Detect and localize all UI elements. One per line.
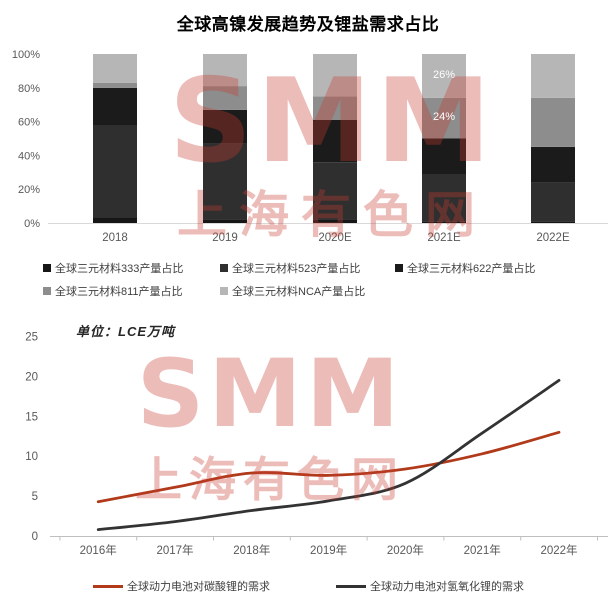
bar-segment — [313, 96, 357, 120]
bar-y-tick-label: 80% — [18, 83, 40, 95]
bar-segment — [531, 54, 575, 98]
page-title: 全球高镍发展趋势及锂盐需求占比 — [176, 15, 440, 34]
bar-legend-item: 全球三元材料811产量占比 — [43, 283, 183, 299]
bar-segment — [93, 125, 137, 218]
legend-square-marker — [220, 264, 228, 272]
bar-y-tick-label: 40% — [18, 150, 40, 162]
legend-square-marker — [43, 264, 51, 272]
legend-square-marker — [395, 264, 403, 272]
legend-label: 全球三元材料NCA产量占比 — [232, 286, 366, 298]
line-y-tick-label: 10 — [25, 451, 38, 463]
line-x-tick-label: 2017年 — [156, 543, 193, 557]
bar-x-tick-label: 2018 — [102, 232, 128, 244]
bar-legend-item: 全球三元材料NCA产量占比 — [220, 283, 365, 299]
bar-legend-item: 全球三元材料523产量占比 — [220, 260, 360, 276]
line-x-tick-label: 2019年 — [310, 543, 347, 557]
bar-x-tick-label: 2020E — [318, 232, 352, 244]
line-x-tick-label: 2021年 — [464, 543, 501, 557]
line-legend-item: 全球动力电池对碳酸锂的需求 — [93, 578, 270, 594]
bar-legend-item: 全球三元材料333产量占比 — [43, 260, 183, 276]
bar-segment — [531, 97, 575, 147]
legend-line-marker — [336, 584, 366, 588]
bar-y-tick-label: 100% — [12, 49, 40, 61]
bar-segment — [313, 54, 357, 97]
legend-label: 全球动力电池对氢氧化锂的需求 — [370, 581, 524, 593]
bar-segment — [531, 146, 575, 183]
bar-y-tick-label: 20% — [18, 184, 40, 196]
legend-label: 全球动力电池对碳酸锂的需求 — [127, 581, 270, 593]
line-x-tick-label: 2022年 — [540, 543, 577, 557]
line-series — [96, 379, 561, 531]
legend-line-marker — [93, 584, 123, 588]
line-y-tick-label: 15 — [25, 411, 38, 423]
bar-x-tick-label: 2019 — [212, 232, 238, 244]
bar-y-tick-label: 0% — [24, 218, 40, 230]
bar-segment — [93, 54, 137, 83]
bar-segment — [422, 54, 466, 98]
line-series — [96, 430, 561, 504]
bar-segment — [531, 221, 575, 223]
bar-segment — [93, 82, 137, 88]
line-y-tick-label: 25 — [25, 332, 38, 344]
bar-segment — [422, 97, 466, 139]
bar-legend-item: 全球三元材料622产量占比 — [395, 260, 535, 276]
bar-segment-data-label: 26% — [432, 68, 456, 81]
line-y-tick-label: 0 — [32, 531, 38, 543]
bar-y-tick-label: 60% — [18, 117, 40, 129]
legend-label: 全球三元材料811产量占比 — [55, 286, 183, 298]
bar-segment — [313, 119, 357, 163]
bar-segment — [203, 219, 247, 223]
legend-square-marker — [43, 287, 51, 295]
line-x-tick-label: 2020年 — [387, 543, 424, 557]
bar-x-tick-label: 2021E — [427, 232, 461, 244]
line-y-tick-label: 5 — [32, 491, 38, 503]
bar-segment — [93, 217, 137, 223]
bar-segment — [203, 109, 247, 144]
line-x-tick-label: 2016年 — [80, 543, 117, 557]
line-y-tick-label: 20 — [25, 371, 38, 383]
bar-segment — [93, 87, 137, 125]
legend-label: 全球三元材料333产量占比 — [55, 263, 184, 275]
bar-segment — [531, 182, 575, 222]
legend-label: 全球三元材料523产量占比 — [232, 263, 361, 275]
unit-label: 单位：LCE万吨 — [76, 324, 176, 339]
legend-label: 全球三元材料622产量占比 — [407, 263, 536, 275]
bar-segment — [313, 162, 357, 220]
bar-segment-data-label: 24% — [432, 111, 456, 124]
bar-segment — [203, 54, 247, 87]
bar-segment — [203, 143, 247, 220]
line-legend-item: 全球动力电池对氢氧化锂的需求 — [336, 578, 524, 594]
legend-square-marker — [220, 287, 228, 295]
bar-segment — [422, 221, 466, 223]
bar-segment — [422, 174, 466, 222]
bar-x-tick-label: 2022E — [536, 232, 570, 244]
bar-segment — [422, 138, 466, 174]
bar-segment — [203, 86, 247, 110]
bar-segment — [313, 219, 357, 223]
line-x-tick-label: 2018年 — [233, 543, 270, 557]
